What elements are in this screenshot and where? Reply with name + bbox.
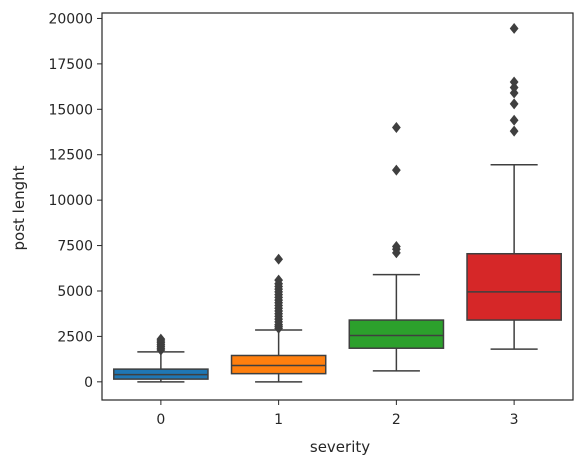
y-tick-label: 5000 xyxy=(57,284,93,300)
x-tick-label: 3 xyxy=(510,412,519,428)
outlier-point xyxy=(509,22,519,34)
y-tick-label: 20000 xyxy=(48,11,93,27)
x-tick-label: 0 xyxy=(156,412,165,428)
box-group-2 xyxy=(348,121,445,372)
y-tick-label: 12500 xyxy=(48,148,93,164)
y-axis-label: post lenght xyxy=(10,165,28,250)
x-tick-label: 2 xyxy=(392,412,401,428)
boxes xyxy=(113,22,562,383)
box-group-0 xyxy=(113,333,209,383)
outlier-point xyxy=(391,121,401,133)
y-tick-label: 15000 xyxy=(48,102,93,118)
box-group-3 xyxy=(466,22,562,350)
box-iqr xyxy=(230,354,327,375)
y-axis-ticks: 0 2500 5000 7500 10000 12500 15000 17500 20000 xyxy=(48,11,102,391)
outlier-point xyxy=(391,240,401,252)
outlier-point xyxy=(509,98,519,110)
outlier-point xyxy=(509,76,519,88)
box-iqr xyxy=(348,319,445,349)
x-tick-label: 1 xyxy=(274,412,283,428)
y-tick-label: 0 xyxy=(84,375,93,391)
plot-area-border xyxy=(101,12,574,401)
y-tick-label: 17500 xyxy=(48,57,93,73)
plot-frame xyxy=(101,12,574,401)
outlier-point xyxy=(509,114,519,126)
box-iqr xyxy=(466,252,562,321)
outlier-point xyxy=(509,125,519,137)
outlier-point xyxy=(156,333,166,345)
outlier-point xyxy=(274,253,284,265)
y-tick-label: 7500 xyxy=(57,239,93,255)
box-group-1 xyxy=(230,253,327,383)
y-tick-label: 10000 xyxy=(48,193,93,209)
outlier-point xyxy=(391,164,401,176)
x-axis-ticks: 0 1 2 3 xyxy=(156,400,519,428)
x-axis-label: severity xyxy=(310,438,370,456)
outlier-point xyxy=(274,274,284,286)
y-tick-label: 2500 xyxy=(57,329,93,345)
